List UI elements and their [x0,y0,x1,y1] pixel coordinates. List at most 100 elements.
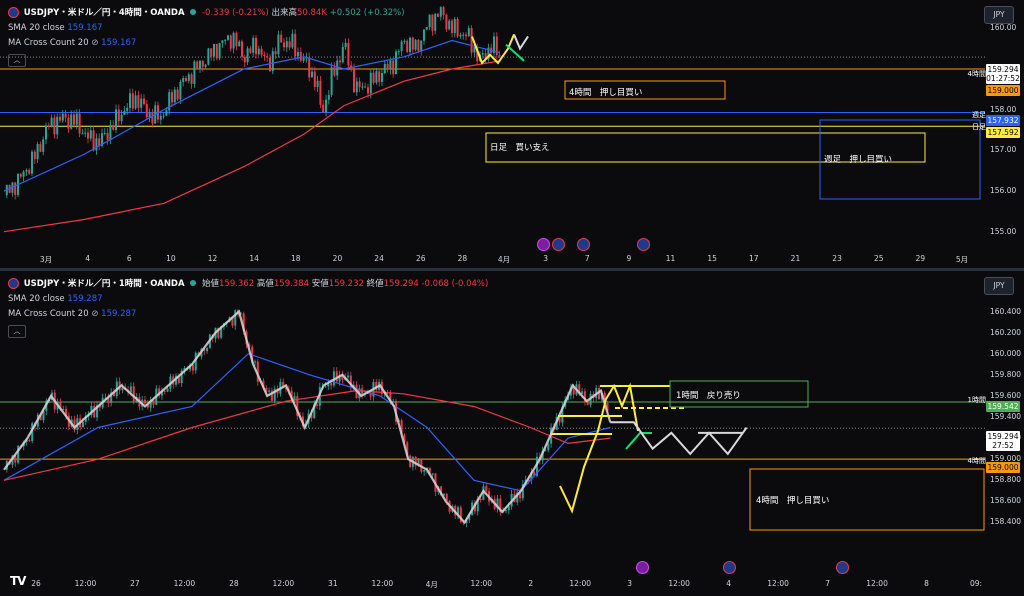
us-flag-icon[interactable] [836,561,849,574]
candle [459,34,462,37]
candle [330,67,333,95]
candle [428,467,431,475]
price-change: -0.339 (-0.21%) [201,8,269,18]
x-tick-label: 18 [291,254,301,263]
us-flag-icon[interactable] [637,238,650,251]
candle [406,442,409,456]
candle [319,80,322,105]
candle [110,392,113,403]
collapse-legend-button[interactable]: ︿ [8,325,26,338]
candle [338,374,341,382]
annotation-4h-buy[interactable]: 4時間 押し目買い [756,496,830,506]
candle [81,421,84,428]
candle [256,361,259,382]
candle [431,14,434,31]
us-flag-icon[interactable] [577,238,590,251]
candle [456,18,459,37]
candle [485,486,488,492]
legend-1h: USDJPY・米ドル／円・1時間・OANDA 始値159.362 高値159.3… [8,277,488,291]
candle [440,486,443,496]
candle [19,174,22,177]
x-tick-label: 14 [249,254,259,263]
x-tick-label: 12:00 [74,579,97,588]
candle [129,93,131,108]
x-tick-label: 26 [415,254,426,263]
symbol-title[interactable]: USDJPY・米ドル／円・4時間・OANDA [23,8,185,18]
candle [547,443,550,450]
candle [134,95,137,109]
annotation-1h-sell[interactable]: 1時間 戻り売り [676,391,741,401]
candle [180,370,183,383]
price-chart-1h[interactable] [0,271,1024,596]
annotation-4h-buy[interactable]: 4時間 押し目買い [569,88,643,98]
candle [448,20,451,30]
candle [269,57,271,72]
candle [392,401,395,403]
candle [257,48,260,55]
candle [439,7,442,17]
candle [392,60,395,75]
annotation-weekly-buy[interactable]: 週足 押し目買い [824,155,893,165]
indicator-macross-4h[interactable]: MA Cross Count 20 ⊘ 159.167 [8,36,136,50]
candle [273,388,276,401]
candle [324,386,327,388]
candle [61,113,64,121]
currency-selector[interactable]: JPY [984,6,1014,24]
chart-pane-4h[interactable]: USDJPY・米ドル／円・4時間・OANDA -0.339 (-0.21%) 出… [0,0,1024,268]
x-tick-label: 12:00 [668,579,690,588]
open-value: 159.362 [219,279,255,289]
indicator-sma-1h[interactable]: SMA 20 close 159.287 [8,292,103,306]
candle [190,74,193,84]
lightning-icon[interactable] [636,561,649,574]
y-tick-label: 156.00 [990,186,1017,196]
chart-pane-1h[interactable]: USDJPY・米ドル／円・1時間・OANDA 始値159.362 高値159.3… [0,271,1024,596]
tradingview-logo[interactable]: TV [10,574,27,588]
projection-path-white [513,34,529,51]
lightning-icon[interactable] [537,238,550,251]
candle [131,93,134,109]
x-tick-label: 29 [915,254,926,263]
x-tick-label: 4 [85,254,91,263]
candle [210,48,213,57]
x-tick-label: 4月 [497,255,511,264]
annotation-daily-support[interactable]: 日足 買い支え [490,143,550,153]
candle [59,116,61,121]
collapse-legend-button[interactable]: ︿ [8,54,26,67]
candle [383,63,386,74]
x-tick-label: 28 [457,254,468,263]
candle [294,33,297,57]
x-tick-label: 5月 [955,255,969,264]
y-tick-label: 159.400 [990,412,1022,421]
hidden-icon: ⊘ [91,309,99,319]
candle [106,132,109,140]
candle [206,347,209,352]
indicator-macross-1h[interactable]: MA Cross Count 20 ⊘ 159.287 [8,307,136,321]
sma20-line [3,353,611,492]
candle [530,472,533,481]
x-tick-label: 12:00 [470,579,493,588]
candle [606,402,609,411]
pane-separator[interactable] [0,268,1024,271]
annotation-box-1h [669,380,809,408]
price-chart-4h[interactable] [0,0,1024,268]
annotation-box-weekly [819,119,981,200]
candle [31,423,34,442]
us-flag-icon[interactable] [723,561,736,574]
candle [243,56,246,63]
sma-label: SMA 20 close [8,23,65,33]
candle [115,109,117,130]
currency-selector[interactable]: JPY [984,277,1014,295]
x-tick-label: 25 [873,254,884,263]
candle [330,383,333,386]
candle [213,43,215,57]
candle [89,130,92,139]
open-label: 始値 [201,279,219,289]
us-flag-icon[interactable] [552,238,565,251]
symbol-title[interactable]: USDJPY・米ドル／円・1時間・OANDA [23,279,185,289]
candle [137,95,140,108]
candle [375,71,378,83]
candle [140,98,143,108]
indicator-sma-4h[interactable]: SMA 20 close 159.167 [8,21,103,35]
candle [353,67,355,93]
low-label: 安値 [311,279,329,289]
